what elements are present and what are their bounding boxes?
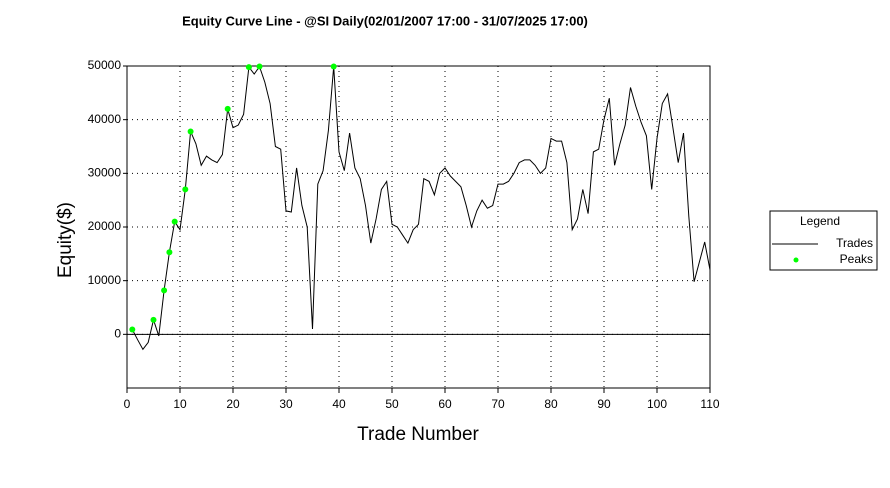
legend-label: Trades: [836, 236, 873, 250]
legend-label: Peaks: [840, 252, 873, 266]
peak-marker: [187, 128, 194, 135]
x-tick-label: 50: [385, 397, 399, 411]
peak-marker: [171, 218, 178, 225]
x-tick-label: 90: [597, 397, 611, 411]
equity-line: [131, 65, 711, 351]
peak-marker: [161, 287, 168, 294]
x-tick-label: 80: [544, 397, 558, 411]
x-tick-label: 0: [124, 397, 131, 411]
x-tick-label: 70: [491, 397, 505, 411]
legend-title: Legend: [800, 214, 840, 228]
peak-marker: [182, 186, 189, 193]
x-axis-label: Trade Number: [357, 424, 479, 445]
x-tick-label: 10: [173, 397, 187, 411]
peak-marker: [224, 105, 231, 112]
peak-marker: [166, 249, 173, 256]
chart-title: Equity Curve Line - @SI Daily(02/01/2007…: [182, 13, 588, 28]
peak-marker: [150, 316, 157, 323]
peak-marker: [129, 326, 136, 333]
y-tick-label: 40000: [88, 112, 122, 126]
y-tick-label: 10000: [88, 273, 122, 287]
x-tick-label: 30: [279, 397, 293, 411]
y-tick-label: 30000: [88, 166, 122, 180]
y-axis-label: Equity($): [55, 202, 76, 278]
y-tick-label: 20000: [88, 219, 122, 233]
peak-marker: [256, 63, 263, 70]
x-tick-label: 20: [226, 397, 240, 411]
y-tick-label: 0: [114, 327, 121, 341]
x-tick-label: 110: [700, 397, 719, 411]
x-tick-label: 40: [332, 397, 346, 411]
x-tick-label: 60: [438, 397, 452, 411]
x-tick-label: 100: [647, 397, 667, 411]
peak-marker: [330, 63, 337, 70]
legend-marker: [793, 257, 799, 263]
peak-marker: [245, 64, 252, 71]
legend-box: [769, 210, 878, 271]
y-tick-label: 50000: [88, 58, 122, 72]
